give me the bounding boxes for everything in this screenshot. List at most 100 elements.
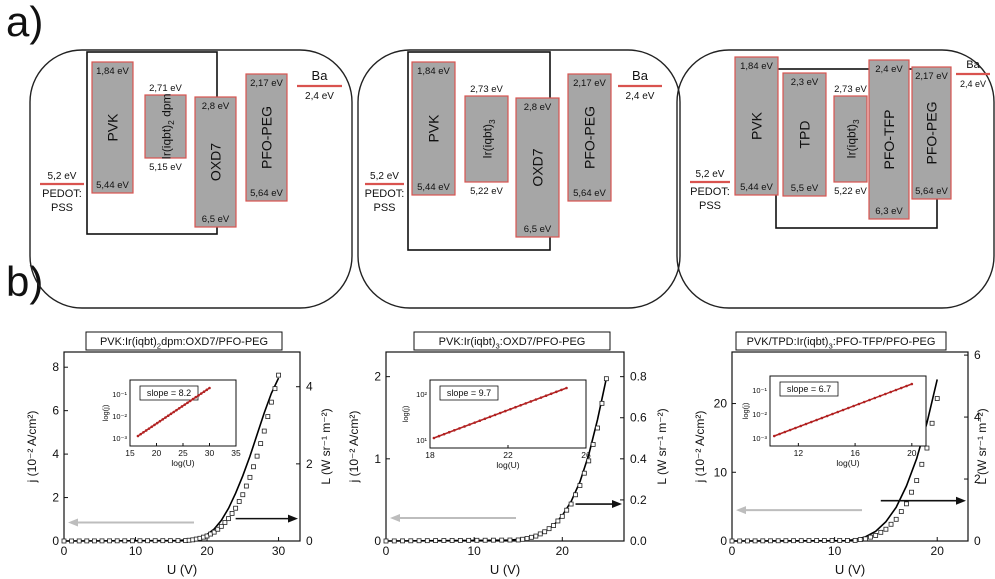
y-left-tick-label: 8 — [52, 360, 59, 374]
y-left-axis-label: j (10⁻² A/cm²) — [347, 411, 361, 484]
luminance-marker — [482, 537, 488, 543]
luminance-marker — [568, 501, 574, 507]
luminance-marker — [91, 538, 97, 544]
layer-lumo-label: 2,17 eV — [573, 78, 606, 89]
luminance-marker — [829, 538, 835, 543]
layer-lumo-label: 1,84 eV — [740, 61, 773, 72]
inset-slope-box — [779, 381, 839, 397]
layer-name-sub: 3 — [487, 119, 497, 124]
device-outline — [29, 49, 353, 309]
inset-data-point — [560, 388, 563, 392]
x-axis-label: U (V) — [835, 562, 865, 577]
luminance-marker — [251, 464, 256, 470]
layer-name-sub: 2 — [166, 120, 176, 125]
layer-homo-label: 6,5 eV — [524, 224, 552, 235]
layer-band — [911, 66, 952, 200]
chart-title-rest: :OXD7/PFO-PEG — [500, 336, 586, 348]
luminance-marker — [559, 513, 565, 519]
luminance-marker — [254, 453, 260, 459]
layer-name: PFO-PEG — [259, 106, 275, 169]
layer-lumo-label: 2,4 eV — [875, 64, 903, 75]
layer-name-main: Ir(iqbt) — [160, 125, 174, 160]
inset-data-point — [772, 434, 776, 438]
luminance-marker — [222, 520, 228, 525]
x-tick-label: 10 — [828, 544, 842, 558]
inset-x-label: log(U) — [836, 458, 859, 468]
inset-data-point — [841, 408, 845, 412]
luminance-marker — [122, 538, 128, 544]
luminance-marker — [258, 441, 264, 447]
luminance-marker — [276, 372, 281, 378]
y-left-tick-label: 4 — [52, 447, 59, 461]
layer-homo-label: 5,15 eV — [149, 162, 182, 173]
inset-data-point — [169, 412, 173, 416]
luminance-marker — [261, 428, 267, 434]
y-right-tick-label: 0.2 — [630, 493, 647, 507]
inset-data-point — [442, 432, 446, 436]
luminance-marker — [806, 538, 812, 544]
inset-data-point — [161, 418, 165, 421]
luminance-marker — [107, 538, 112, 544]
layer-homo-label: 5,44 eV — [740, 182, 773, 193]
inset-slope-box — [139, 385, 199, 401]
inset-data-point — [463, 425, 466, 428]
inset-data-point — [468, 423, 471, 426]
inset-data-point — [142, 431, 145, 434]
luminance-marker — [524, 536, 530, 541]
luminance-marker — [898, 509, 904, 514]
x-tick-label: 20 — [931, 544, 945, 558]
luminance-marker — [888, 521, 894, 527]
x-axis-label: U (V) — [167, 562, 197, 577]
inset-data-point — [825, 414, 829, 418]
luminance-marker — [862, 536, 868, 542]
layer-homo-label: 5,22 eV — [834, 186, 867, 197]
inset-data-point — [458, 427, 461, 430]
chart-title: PVK:Ir(iqbt)3:OXD7/PFO-PEG — [439, 336, 586, 350]
layer-band — [833, 95, 868, 183]
y-right-tick-label: 0.0 — [630, 534, 647, 548]
chart-title-box — [85, 331, 283, 351]
layer-name: OXD7 — [208, 143, 224, 181]
luminance-marker — [546, 526, 552, 532]
luminance-marker — [145, 538, 150, 544]
inset-data-point — [809, 420, 813, 424]
inset-data-point — [534, 398, 538, 401]
inset-data-point — [166, 414, 170, 417]
luminance-marker — [247, 474, 253, 480]
inset-data-point — [172, 410, 176, 414]
luminance-marker — [272, 386, 278, 392]
inset-x-tick-label: 26 — [581, 450, 591, 460]
right-axis-arrowhead — [956, 496, 966, 505]
layer-band — [464, 95, 509, 183]
ba-name-label: Ba — [632, 68, 649, 83]
luminance-marker — [783, 538, 789, 544]
inset-y-label: log(j) — [101, 404, 110, 421]
inset-data-point — [783, 430, 787, 434]
left-axis-arrowhead — [736, 506, 746, 515]
luminance-marker — [768, 538, 773, 544]
luminance-marker — [233, 505, 239, 511]
y-left-tick-label: 0 — [720, 534, 727, 548]
inset-y-tick-label: 10⁻³ — [112, 434, 127, 443]
inset-data-point — [175, 408, 178, 412]
inset-data-point — [820, 416, 824, 420]
luminance-marker — [590, 442, 596, 447]
inset-x-tick-label: 20 — [907, 448, 917, 458]
inset-data-point — [905, 384, 908, 388]
luminance-marker — [934, 396, 940, 401]
layer-lumo-label: 2,73 eV — [470, 84, 503, 95]
inset-data-point — [432, 436, 436, 440]
chart-title-main: PVK:Ir(iqbt) — [100, 336, 157, 348]
inset-data-point — [453, 429, 456, 432]
inset-data-point — [565, 386, 568, 390]
chart-title-rest: :PFO-TFP/PFO-PEG — [833, 336, 936, 348]
x-tick-label: 0 — [383, 544, 390, 558]
layer-lumo-label: 2,71 eV — [149, 83, 182, 94]
inset-x-tick-label: 22 — [503, 450, 513, 460]
luminance-marker — [909, 489, 914, 495]
y-left-tick-label: 2 — [374, 370, 381, 384]
luminance-marker — [474, 537, 480, 543]
luminance-marker — [904, 501, 909, 507]
right-axis-arrowhead — [612, 500, 622, 509]
inset-data-point — [799, 424, 803, 428]
